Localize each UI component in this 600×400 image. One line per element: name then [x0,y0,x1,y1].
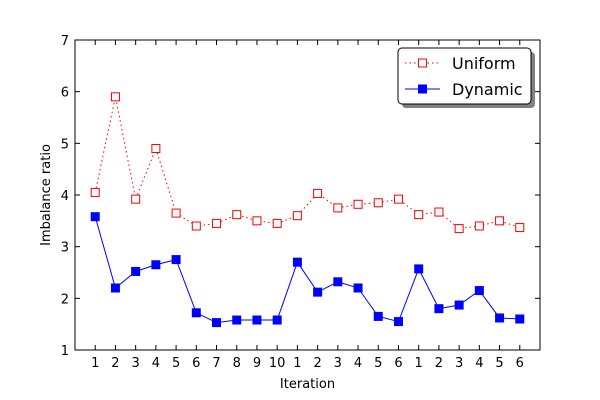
uniform-data-point [272,218,282,228]
x-tick-label: 5 [172,356,180,371]
legend-marker-dynamic [418,84,427,94]
dynamic-data-point [151,260,161,270]
dynamic-data-point [393,317,403,327]
uniform-data-point [212,218,222,228]
uniform-data-point [232,210,242,220]
x-tick-label: 5 [495,356,503,371]
x-tick-label: 6 [192,356,200,371]
uniform-data-point [191,221,201,231]
x-axis-title: Iteration [280,377,335,392]
x-tick-label: 3 [334,356,342,371]
legend-label-dynamic: Dynamic [452,80,523,99]
uniform-data-point [515,223,525,233]
x-tick-label: 1 [91,356,99,371]
y-tick-label: 5 [61,137,69,152]
plot-frame [74,39,541,351]
y-tick-label: 3 [61,241,69,256]
uniform-data-point [474,221,484,231]
uniform-data-point [131,194,141,204]
uniform-data-point [353,199,363,209]
y-axis-title: Imbalance ratio [39,144,54,246]
dynamic-data-point [454,300,464,310]
uniform-data-point [393,194,403,204]
dynamic-data-point [434,304,444,314]
x-tick-label: 5 [374,356,382,371]
x-tick-label: 2 [435,356,443,371]
x-tick-label: 9 [253,356,261,371]
dynamic-series-line [94,216,520,324]
dynamic-data-point [495,313,505,323]
uniform-series-line [94,96,520,230]
uniform-data-point [151,144,161,153]
dynamic-data-point [373,311,383,321]
uniform-data-point [434,207,444,217]
dynamic-data-point [292,257,302,267]
x-tick-label: 4 [354,356,362,371]
uniform-data-point [292,211,302,221]
legend: Uniform Dynamic [397,47,535,108]
x-tick-label: 10 [269,356,286,371]
dynamic-data-point [272,315,282,325]
y-tick-label: 6 [61,86,69,101]
x-tick-label: 3 [455,356,463,371]
dynamic-data-point [110,283,120,293]
uniform-data-point [454,224,464,234]
series-layer [90,92,525,328]
y-tick-label: 2 [61,292,69,307]
uniform-data-point [252,216,262,226]
x-tick-label: 3 [132,356,140,371]
legend-box [397,47,532,105]
uniform-data-point [171,208,181,218]
x-tick-label: 4 [152,356,160,371]
x-tick-label: 2 [111,356,119,371]
dynamic-data-point [474,286,484,296]
y-tick-label: 7 [61,34,69,49]
dynamic-data-point [414,264,424,274]
y-tick-label: 4 [61,189,69,204]
x-tick-label: 4 [475,356,483,371]
uniform-data-point [373,198,383,208]
uniform-data-point [313,188,323,198]
dynamic-data-point [171,255,181,265]
dynamic-data-point [90,212,100,222]
dynamic-data-point [515,314,525,324]
x-tick-label: 6 [516,356,524,371]
x-tick-label: 7 [212,356,220,371]
uniform-data-point [414,210,424,220]
x-tick-label: 6 [394,356,402,371]
dynamic-data-point [232,315,242,325]
x-tick-label: 1 [415,356,423,371]
dynamic-data-point [212,318,222,328]
uniform-data-point [495,216,505,226]
dynamic-data-point [313,287,323,297]
dynamic-data-point [353,283,363,293]
uniform-data-point [110,92,120,102]
legend-entries: Uniform Dynamic [405,54,523,99]
y-tick-label: 1 [61,344,69,359]
x-tick-label: 8 [233,356,241,371]
dynamic-data-point [191,308,201,318]
uniform-data-point [90,187,100,197]
legend-marker-uniform [418,58,427,68]
x-tick-label: 1 [293,356,301,371]
uniform-data-point [333,203,343,213]
dynamic-data-point [333,277,343,287]
dynamic-data-point [252,315,262,325]
dynamic-data-point [131,266,141,276]
x-tick-label: 2 [313,356,321,371]
legend-label-uniform: Uniform [452,54,516,73]
